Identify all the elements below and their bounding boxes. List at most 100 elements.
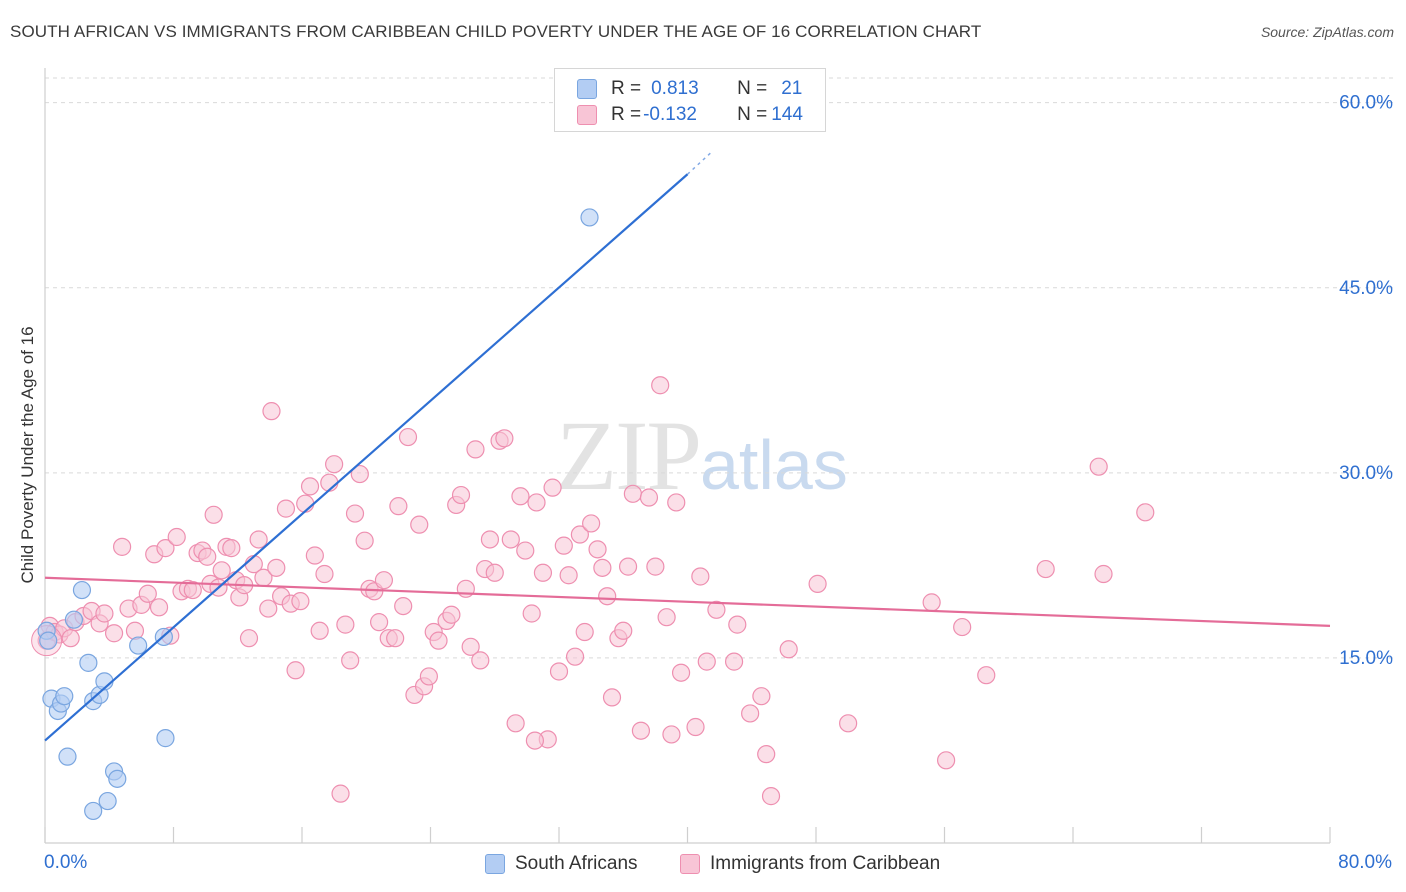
data-point-caribbean (511, 487, 530, 506)
source-label: Source: (1260, 24, 1314, 40)
data-point-caribbean (61, 629, 80, 648)
x-axis-max-label: 80.0% (1338, 852, 1392, 873)
data-point-caribbean (125, 621, 145, 640)
data-point-south-african (72, 580, 92, 600)
data-point-caribbean (138, 584, 157, 603)
data-point-caribbean (533, 563, 553, 582)
data-point-caribbean (506, 714, 525, 733)
data-point-caribbean (398, 427, 418, 447)
data-point-caribbean (355, 531, 374, 550)
legend-n-value: 21 (781, 78, 803, 99)
data-point-caribbean (1089, 457, 1108, 476)
data-point-caribbean (300, 477, 320, 496)
data-point-caribbean (651, 376, 670, 395)
bottom-legend-label: Immigrants from Caribbean (710, 853, 941, 874)
data-point-caribbean (646, 557, 665, 576)
trendline-extension-south-africans (686, 151, 713, 175)
legend-swatch-blue (577, 79, 597, 99)
legend-swatch-pink (577, 105, 597, 125)
data-point-caribbean (1094, 564, 1113, 584)
data-point-caribbean (350, 464, 369, 484)
data-point-caribbean (442, 605, 461, 624)
data-point-caribbean (543, 478, 562, 497)
data-point-caribbean (582, 514, 601, 533)
data-point-south-african (84, 801, 103, 821)
data-point-caribbean (466, 440, 485, 459)
data-point-caribbean (602, 688, 622, 707)
data-point-caribbean (977, 666, 996, 685)
data-point-caribbean (204, 505, 223, 524)
legend-r-label: R = (611, 78, 642, 99)
data-point-caribbean (527, 493, 546, 512)
data-point-caribbean (315, 564, 334, 584)
data-point-caribbean (657, 608, 676, 627)
legend-n-value: 144 (771, 104, 803, 125)
data-point-caribbean (937, 751, 956, 770)
bottom-legend-south-africans[interactable]: South Africans (485, 852, 638, 876)
data-point-caribbean (310, 621, 329, 640)
bottom-legend-swatch-pink (680, 854, 700, 874)
data-point-caribbean (222, 539, 241, 558)
bottom-legend-swatch-blue (485, 854, 505, 874)
data-point-caribbean (112, 537, 132, 556)
data-point-caribbean (286, 661, 305, 680)
data-point-caribbean (389, 497, 408, 516)
data-point-caribbean (707, 600, 726, 619)
data-point-caribbean (922, 593, 941, 612)
data-point-caribbean (741, 704, 760, 723)
data-point-caribbean (516, 541, 535, 560)
y-tick-label: 60.0% (1339, 93, 1393, 114)
data-point-caribbean (598, 587, 617, 606)
data-point-south-african (55, 687, 74, 706)
data-point-caribbean (614, 621, 633, 640)
data-point-caribbean (374, 571, 394, 590)
bottom-legend-caribbean[interactable]: Immigrants from Caribbean (680, 852, 940, 876)
data-point-caribbean (639, 488, 659, 507)
data-point-caribbean (167, 527, 186, 547)
legend-r-value: -0.132 (643, 104, 697, 125)
y-tick-label: 15.0% (1339, 648, 1393, 669)
legend-n-label: N = (737, 104, 768, 125)
data-point-caribbean (386, 629, 405, 648)
data-point-caribbean (259, 599, 278, 618)
data-point-caribbean (697, 652, 716, 671)
trendline-caribbean (44, 576, 1331, 627)
data-point-caribbean (808, 574, 827, 593)
correlation-legend: R = 0.813 N = 21 R = -0.132 N = 144 (554, 68, 826, 132)
data-point-south-african (64, 610, 84, 629)
data-point-caribbean (296, 494, 315, 513)
data-point-caribbean (305, 546, 324, 565)
y-tick-label: 45.0% (1339, 278, 1393, 299)
data-point-caribbean (671, 663, 691, 682)
chart-title: SOUTH AFRICAN VS IMMIGRANTS FROM CARIBBE… (10, 22, 982, 41)
data-point-caribbean (728, 615, 747, 634)
data-point-caribbean (522, 604, 541, 623)
legend-r-value: 0.813 (651, 78, 699, 99)
data-point-caribbean (724, 652, 744, 671)
data-point-south-african (58, 747, 77, 766)
data-point-caribbean (593, 558, 612, 577)
source-credit: Source: ZipAtlas.com (1261, 24, 1394, 40)
y-tick-label: 30.0% (1339, 463, 1393, 484)
data-point-caribbean (212, 561, 231, 580)
data-point-caribbean (588, 540, 607, 559)
data-point-caribbean (485, 563, 504, 582)
data-point-caribbean (839, 714, 858, 733)
data-point-caribbean (276, 499, 296, 518)
data-point-caribbean (495, 429, 514, 448)
legend-r-label: R = (611, 104, 642, 125)
data-point-caribbean (471, 651, 490, 670)
data-point-caribbean (198, 547, 217, 566)
source-link[interactable]: ZipAtlas.com (1313, 24, 1394, 40)
data-point-caribbean (480, 530, 500, 549)
data-point-caribbean (554, 536, 573, 555)
data-point-caribbean (370, 613, 389, 632)
data-point-caribbean (618, 557, 638, 576)
data-point-caribbean (761, 787, 781, 806)
watermark-atlas: atlas (700, 426, 848, 504)
data-point-caribbean (419, 667, 438, 686)
y-axis-label: Child Poverty Under the Age of 16 (18, 326, 37, 584)
data-point-caribbean (345, 504, 365, 523)
data-point-caribbean (410, 515, 429, 534)
